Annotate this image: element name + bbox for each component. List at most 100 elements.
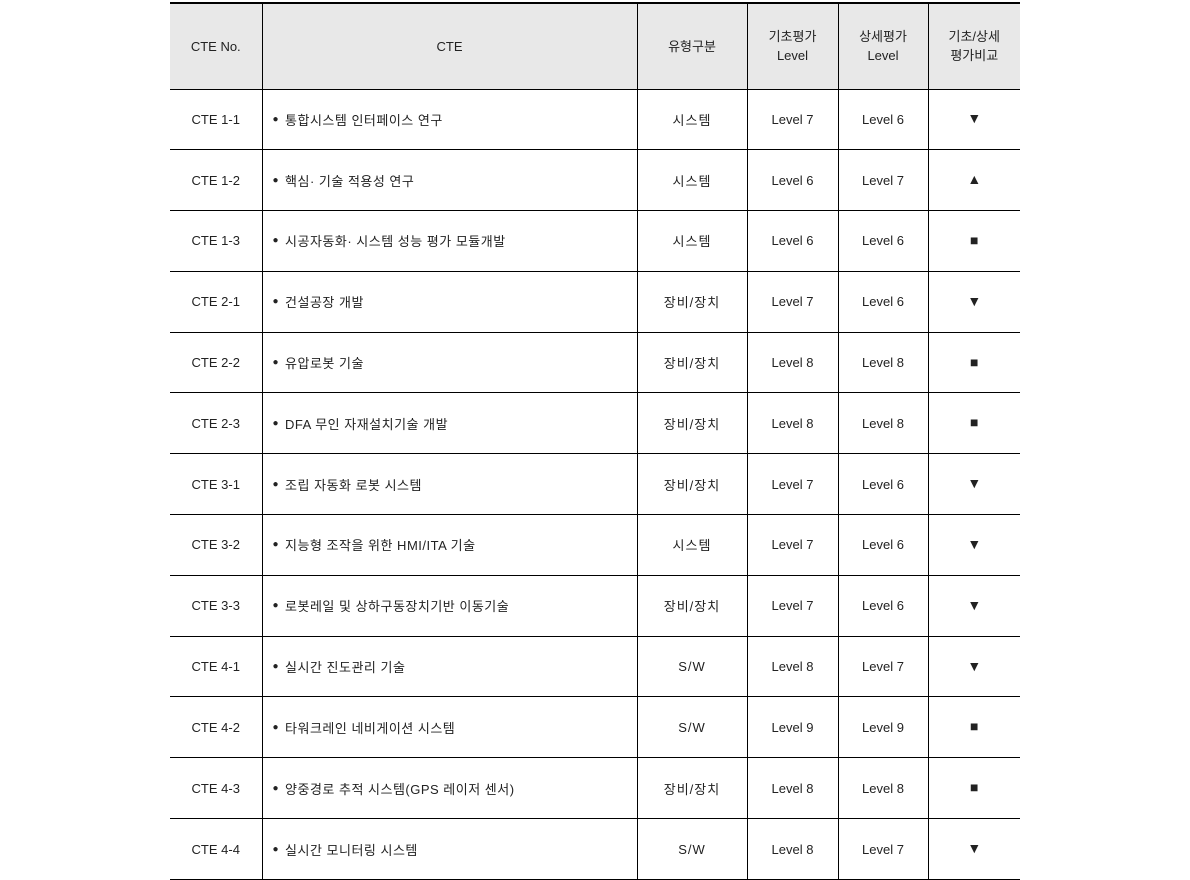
table-row: CTE 1-1●통합시스템 인터페이스 연구시스템Level 7Level 6▼ [170, 89, 1020, 150]
table-row: CTE 4-1●실시간 진도관리 기술S/WLevel 8Level 7▼ [170, 636, 1020, 697]
detail-level-text: Level 6 [862, 112, 904, 127]
basic-level-text: Level 8 [772, 355, 814, 370]
cell-compare: ▼ [928, 636, 1020, 697]
cell-cte-no: CTE 1-1 [170, 89, 262, 150]
cell-cte-no: CTE 2-1 [170, 271, 262, 332]
col-header-label-line2: Level [748, 46, 838, 66]
col-header-cte_no: CTE No. [170, 3, 262, 89]
cell-detail-level: Level 6 [838, 454, 928, 515]
basic-level-text: Level 8 [772, 416, 814, 431]
bullet-icon: ● [273, 539, 280, 550]
basic-level-text: Level 7 [772, 477, 814, 492]
basic-level-text: Level 7 [772, 112, 814, 127]
basic-level-text: Level 8 [772, 781, 814, 796]
table-row: CTE 2-2●유압로봇 기술장비/장치Level 8Level 8■ [170, 332, 1020, 393]
triangle-down-icon: ▼ [967, 840, 981, 856]
cell-type: 시스템 [637, 211, 747, 272]
triangle-down-icon: ▼ [967, 597, 981, 613]
bullet-icon: ● [273, 235, 280, 246]
square-icon: ■ [970, 414, 978, 430]
basic-level-text: Level 8 [772, 659, 814, 674]
cell-type: 장비/장치 [637, 393, 747, 454]
col-header-label-line2: Level [839, 46, 928, 66]
bullet-icon: ● [273, 600, 280, 611]
cell-cte: ● 통합시스템 인터페이스 연구 [262, 89, 637, 150]
cell-type: 시스템 [637, 150, 747, 211]
cell-detail-level: Level 6 [838, 211, 928, 272]
cte-text: 핵심· 기술 적용성 연구 [285, 174, 414, 189]
detail-level-text: Level 6 [862, 598, 904, 613]
basic-level-text: Level 6 [772, 173, 814, 188]
cell-compare: ▼ [928, 515, 1020, 576]
type-text: 장비/장치 [664, 356, 720, 371]
bullet-icon: ● [273, 418, 280, 429]
col-header-type: 유형구분 [637, 3, 747, 89]
cte-no-text: CTE 2-2 [192, 355, 240, 370]
cell-detail-level: Level 7 [838, 636, 928, 697]
cell-compare: ▼ [928, 819, 1020, 880]
cell-type: 시스템 [637, 515, 747, 576]
cte-text: 실시간 모니터링 시스템 [285, 843, 418, 858]
cte-no-text: CTE 3-3 [192, 598, 240, 613]
cell-cte: ●건설공장 개발 [262, 271, 637, 332]
cell-detail-level: Level 6 [838, 515, 928, 576]
cell-detail-level: Level 6 [838, 89, 928, 150]
detail-level-text: Level 6 [862, 537, 904, 552]
col-header-cte: CTE [262, 3, 637, 89]
cte-evaluation-table: CTE No.CTE유형구분기초평가Level상세평가Level기초/상세평가비… [170, 2, 1020, 880]
type-text: S/W [678, 720, 706, 735]
cell-detail-level: Level 9 [838, 697, 928, 758]
square-icon: ■ [970, 718, 978, 734]
cell-basic-level: Level 9 [747, 697, 838, 758]
square-icon: ■ [970, 779, 978, 795]
type-text: 시스템 [673, 234, 712, 249]
cell-cte: ●타워크레인 네비게이션 시스템 [262, 697, 637, 758]
detail-level-text: Level 8 [862, 416, 904, 431]
detail-level-text: Level 7 [862, 173, 904, 188]
cte-no-text: CTE 1-2 [192, 173, 240, 188]
col-header-compare: 기초/상세평가비교 [928, 3, 1020, 89]
cell-basic-level: Level 7 [747, 271, 838, 332]
square-icon: ■ [970, 232, 978, 248]
table-body: CTE 1-1 ● 통합시스템 인터페이스 연구시스템 Level 7 Level 6 ▼… [170, 89, 1020, 880]
cte-no-text: CTE 3-1 [192, 477, 240, 492]
table-row: CTE 3-1●조립 자동화 로봇 시스템장비/장치Level 7Level 6… [170, 454, 1020, 515]
cte-text: 조립 자동화 로봇 시스템 [285, 478, 422, 493]
cte-no-text: CTE 1-1 [192, 112, 240, 127]
table-row: CTE 4-2●타워크레인 네비게이션 시스템S/WLevel 9Level 9… [170, 697, 1020, 758]
detail-level-text: Level 9 [862, 720, 904, 735]
cell-compare: ■ [928, 697, 1020, 758]
triangle-down-icon: ▼ [967, 536, 981, 552]
cte-no-text: CTE 4-3 [192, 781, 240, 796]
col-header-detail_level: 상세평가Level [838, 3, 928, 89]
cell-detail-level: Level 7 [838, 150, 928, 211]
cell-basic-level: Level 8 [747, 636, 838, 697]
cell-cte-no: CTE 4-1 [170, 636, 262, 697]
cell-compare: ■ [928, 393, 1020, 454]
table-row: CTE 3-2●지능형 조작을 위한 HMI/ITA 기술시스템Level 7L… [170, 515, 1020, 576]
cell-type: S/W [637, 819, 747, 880]
type-text: 장비/장치 [664, 295, 720, 310]
cell-cte: ● 지능형 조작을 위한 HMI/ITA 기술 [262, 515, 637, 576]
table-row: CTE 3-3●로봇레일 및 상하구동장치기반 이동기술장비/장치Level 7… [170, 575, 1020, 636]
cell-compare: ▲ [928, 150, 1020, 211]
cell-compare: ▼ [928, 89, 1020, 150]
basic-level-text: Level 7 [772, 294, 814, 309]
detail-level-text: Level 7 [862, 842, 904, 857]
type-text: 시스템 [673, 538, 712, 553]
cte-text: 통합시스템 인터페이스 연구 [285, 113, 443, 128]
detail-level-text: Level 6 [862, 233, 904, 248]
cell-compare: ■ [928, 211, 1020, 272]
bullet-icon: ● [273, 783, 280, 794]
detail-level-text: Level 8 [862, 781, 904, 796]
type-text: 장비/장치 [664, 599, 720, 614]
cell-type: 장비/장치 [637, 575, 747, 636]
bullet-icon: ● [273, 175, 280, 186]
cte-text: 로봇레일 및 상하구동장치기반 이동기술 [285, 599, 509, 614]
bullet-icon: ● [273, 114, 280, 125]
detail-level-text: Level 8 [862, 355, 904, 370]
col-header-label: CTE [437, 39, 463, 54]
bullet-icon: ● [273, 722, 280, 733]
cte-text: 지능형 조작을 위한 HMI/ITA 기술 [285, 538, 476, 553]
detail-level-text: Level 7 [862, 659, 904, 674]
